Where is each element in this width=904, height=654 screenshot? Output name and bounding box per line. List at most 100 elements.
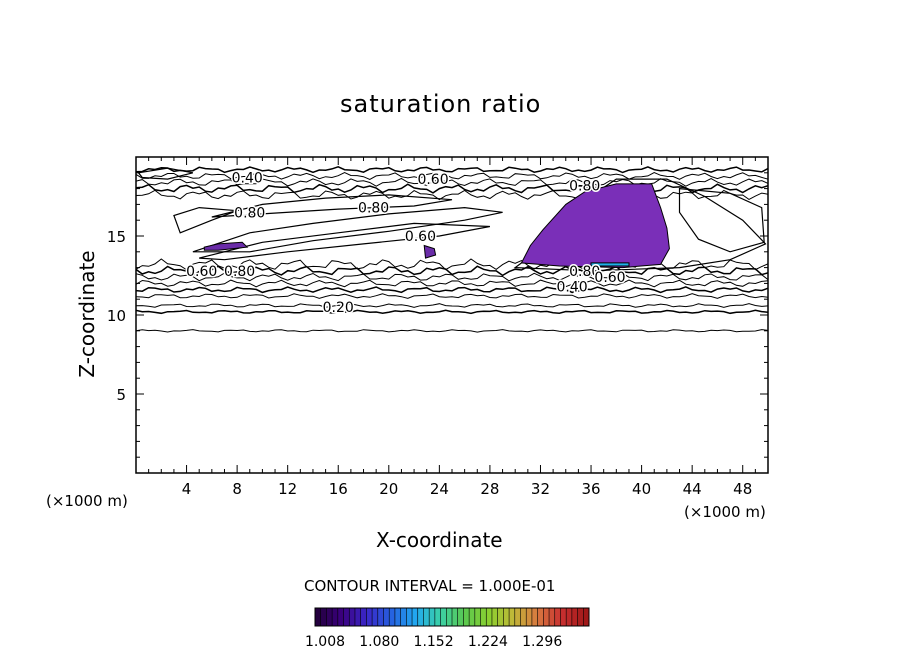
filled-region-supersaturation-main — [520, 183, 670, 269]
colorbar-cell — [377, 608, 384, 626]
colorbar-cell — [394, 608, 401, 626]
contour-line — [136, 165, 768, 174]
contour-loop — [173, 206, 238, 234]
contour-line — [136, 309, 768, 315]
colorbar-cell — [332, 608, 339, 626]
contour-line — [136, 183, 768, 194]
x-tick-label: 20 — [379, 480, 398, 498]
colorbar-cell — [452, 608, 459, 626]
colorbar-cell — [520, 608, 527, 626]
colorbar-cell — [383, 608, 390, 626]
contour-loop — [199, 222, 491, 261]
y-tick-label: 10 — [107, 307, 126, 325]
contour-label: 0.80 — [569, 264, 600, 280]
contour-line — [136, 303, 768, 308]
contour-line — [136, 286, 768, 294]
contour-line — [136, 265, 768, 277]
x-axis-label: X-coordinate — [376, 528, 503, 552]
contour-label: 0.60 — [186, 264, 217, 280]
contour-label: 0.80 — [358, 201, 389, 217]
colorbar-frame — [314, 607, 590, 627]
colorbar-cell — [514, 608, 521, 626]
colorbar-cell — [503, 608, 510, 626]
contour-label: 0.20 — [323, 300, 354, 316]
colorbar-cell — [366, 608, 373, 626]
contour-label: 0.60 — [594, 270, 625, 286]
contour-line — [136, 329, 768, 333]
colorbar-cell — [429, 608, 436, 626]
contour-label: 0.80 — [224, 264, 255, 280]
contour-line — [136, 293, 768, 299]
contour-line — [136, 279, 768, 288]
x-tick-label: 36 — [581, 480, 600, 498]
colorbar-cell — [337, 608, 344, 626]
colorbar-cell — [349, 608, 356, 626]
x-tick-label: 40 — [632, 480, 651, 498]
x-axis-unit: (×1000 m) — [684, 503, 766, 521]
x-tick-label: 44 — [683, 480, 702, 498]
colorbar-cell — [320, 608, 327, 626]
contour-label: 0.60 — [405, 229, 436, 245]
colorbar-cell — [400, 608, 407, 626]
colorbar-cell — [554, 608, 561, 626]
contour-label: 0.40 — [556, 280, 587, 296]
colorbar-cell — [417, 608, 424, 626]
colorbar-cell — [491, 608, 498, 626]
x-tick-label: 48 — [733, 480, 752, 498]
colorbar-cell — [469, 608, 476, 626]
colorbar-cell — [549, 608, 556, 626]
colorbar-cell — [509, 608, 516, 626]
contour-label: 0.60 — [417, 172, 448, 188]
filled-region-supersaturation-small — [423, 244, 437, 259]
colorbar-cell — [315, 608, 322, 626]
colorbar-cell — [577, 608, 584, 626]
colorbar-tick-label: 1.296 — [522, 634, 562, 650]
colorbar-cell — [389, 608, 396, 626]
contour-label: 0.80 — [234, 205, 265, 221]
contour-label: 0.80 — [569, 178, 600, 194]
colorbar-cell — [326, 608, 333, 626]
colorbar-cell — [543, 608, 550, 626]
x-tick-label: 28 — [480, 480, 499, 498]
colorbar-cell — [526, 608, 533, 626]
colorbar-cell — [446, 608, 453, 626]
colorbar-cell — [412, 608, 419, 626]
colorbar-tick-label: 1.152 — [414, 634, 454, 650]
colorbar-tick-label: 1.080 — [359, 634, 399, 650]
colorbar-cell — [360, 608, 367, 626]
contour-loop — [192, 206, 503, 253]
colorbar-cell — [423, 608, 430, 626]
colorbar-cell — [497, 608, 504, 626]
colorbar-tick-label: 1.224 — [468, 634, 508, 650]
colorbar-cell — [457, 608, 464, 626]
x-tick-label: 32 — [531, 480, 550, 498]
contour-lines-group: 0.40 0.60 0.800.80 0.800.600.60 0.80 0.800.60… — [136, 165, 768, 333]
x-tick-label: 4 — [182, 480, 192, 498]
colorbar-cell — [406, 608, 413, 626]
colorbar-cell — [440, 608, 447, 626]
colorbar-cell — [434, 608, 441, 626]
colorbar-cell — [531, 608, 538, 626]
colorbar-cell — [583, 608, 590, 626]
y-axis-unit: (×1000 m) — [46, 492, 128, 510]
x-tick-label: 24 — [430, 480, 449, 498]
colorbar-cell — [566, 608, 573, 626]
colorbar-cell — [537, 608, 544, 626]
contour-label: 0.40 — [232, 171, 263, 187]
y-tick-label: 15 — [107, 228, 126, 246]
x-tick-label: 8 — [232, 480, 242, 498]
contour-loop — [137, 167, 194, 180]
contour-line — [136, 189, 768, 201]
colorbar-cell — [343, 608, 350, 626]
plot-frame — [135, 156, 769, 474]
colorbar-cell — [486, 608, 493, 626]
colorbar-cell — [480, 608, 487, 626]
x-tick-label: 16 — [329, 480, 348, 498]
y-tick-label: 5 — [116, 386, 126, 404]
contour-line — [136, 171, 768, 180]
contour-line — [136, 258, 768, 271]
filled-region-supersaturation-left — [203, 241, 249, 251]
colorbar-tick-label: 1.008 — [305, 634, 345, 650]
contour-loop — [678, 187, 765, 253]
